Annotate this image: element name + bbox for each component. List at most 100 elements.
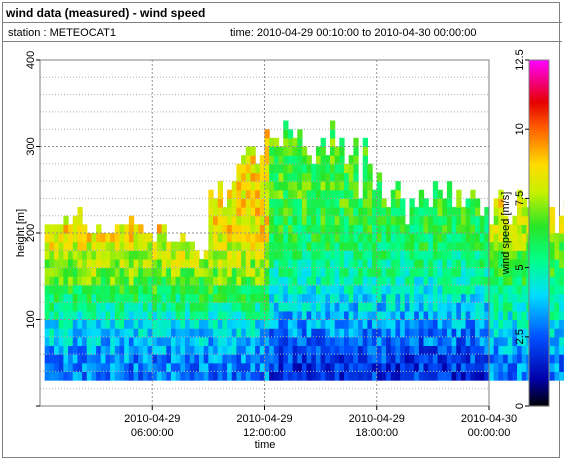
heatmap-cell [353, 215, 359, 225]
heatmap-cell [465, 328, 471, 338]
heatmap-cell [400, 233, 406, 243]
heatmap-cell [334, 328, 340, 338]
heatmap-cell [559, 328, 564, 338]
heatmap-cell [264, 258, 270, 269]
heatmap-cell [409, 345, 415, 355]
heatmap-cell [114, 319, 121, 329]
heatmap-cell [54, 233, 60, 243]
heatmap-cell [498, 328, 504, 338]
y-tick-label: 200 [25, 224, 37, 242]
heatmap-cell [315, 293, 322, 303]
heatmap-cell [208, 336, 214, 347]
heatmap-cell [465, 250, 471, 260]
heatmap-cell [264, 172, 270, 182]
heatmap-cell [203, 267, 209, 277]
heatmap-cell [269, 215, 275, 225]
heatmap-cell [465, 258, 471, 269]
heatmap-cell [423, 233, 429, 243]
heatmap-cell [428, 362, 434, 372]
heatmap-cell [189, 250, 195, 260]
heatmap-cell [264, 276, 270, 286]
heatmap-cell [517, 258, 523, 269]
heatmap-cell [390, 336, 397, 347]
heatmap-cell [170, 319, 177, 329]
heatmap-cell [395, 319, 401, 329]
heatmap-cell [82, 284, 88, 295]
heatmap-cell [554, 250, 560, 260]
heatmap-cell [269, 276, 275, 286]
heatmap-cell [44, 241, 50, 251]
heatmap-cell [156, 258, 163, 269]
heatmap-cell [250, 155, 256, 165]
colorbar-segment [529, 348, 549, 352]
heatmap-cell [362, 250, 368, 260]
heatmap-cell [283, 328, 289, 338]
heatmap-cell [474, 354, 481, 364]
heatmap-cell [152, 336, 158, 347]
heatmap-cell [348, 362, 354, 372]
heatmap-cell [320, 371, 326, 381]
heatmap-cell [138, 250, 144, 260]
heatmap-cell [142, 328, 149, 338]
heatmap-cell [49, 267, 55, 277]
x-tick-date: 2010-04-29 [349, 413, 405, 425]
heatmap-cell [301, 250, 308, 260]
heatmap-cell [437, 371, 443, 381]
heatmap-cell [362, 258, 368, 269]
heatmap-cell [442, 345, 448, 355]
heatmap-cell [386, 207, 392, 217]
heatmap-cell [367, 336, 373, 347]
colorbar-segment [529, 256, 549, 259]
heatmap-cell [147, 371, 153, 381]
heatmap-cell [334, 354, 340, 364]
heatmap-cell [386, 233, 392, 243]
heatmap-cell [423, 293, 429, 303]
heatmap-cell [283, 233, 289, 243]
heatmap-cell [283, 284, 289, 295]
heatmap-cell [156, 241, 163, 251]
heatmap-cell [114, 293, 121, 303]
heatmap-cell [493, 250, 499, 260]
heatmap-cell [325, 371, 331, 381]
heatmap-cell [250, 215, 256, 225]
heatmap-cell [114, 328, 121, 338]
heatmap-cell [372, 189, 378, 199]
heatmap-cell [418, 336, 425, 347]
heatmap-cell [194, 258, 200, 269]
heatmap-cell [418, 250, 425, 260]
colorbar-tick-label: 2.5 [514, 329, 526, 344]
heatmap-cell [493, 215, 499, 225]
heatmap-cell [381, 276, 387, 286]
heatmap-cell [273, 198, 280, 208]
heatmap-cell [367, 181, 373, 191]
heatmap-cell [241, 224, 247, 234]
heatmap-cell [334, 284, 340, 295]
heatmap-cell [549, 267, 556, 277]
heatmap-cell [423, 258, 429, 269]
heatmap-cell [306, 362, 312, 372]
heatmap-cell [489, 224, 495, 234]
heatmap-cell [156, 302, 163, 312]
heatmap-cell [278, 146, 284, 156]
heatmap-cell [381, 319, 387, 329]
heatmap-cell [86, 362, 93, 372]
heatmap-cell [170, 241, 177, 251]
heatmap-cell [199, 336, 205, 347]
heatmap-cell [217, 189, 224, 199]
heatmap-cell [311, 207, 317, 217]
heatmap-cell [161, 328, 167, 338]
heatmap-cell [339, 284, 345, 295]
heatmap-cell [353, 336, 359, 347]
heatmap-cell [474, 241, 481, 251]
heatmap-cell [474, 345, 481, 355]
heatmap-cell [521, 310, 528, 321]
heatmap-cell [292, 198, 298, 208]
heatmap-cell [409, 198, 415, 208]
colorbar-segment [529, 329, 549, 333]
heatmap-cell [227, 319, 233, 329]
heatmap-cell [334, 310, 340, 321]
heatmap-cell [367, 224, 373, 234]
heatmap-cell [348, 336, 354, 347]
heatmap-cell [297, 163, 303, 174]
heatmap-cell [395, 241, 401, 251]
